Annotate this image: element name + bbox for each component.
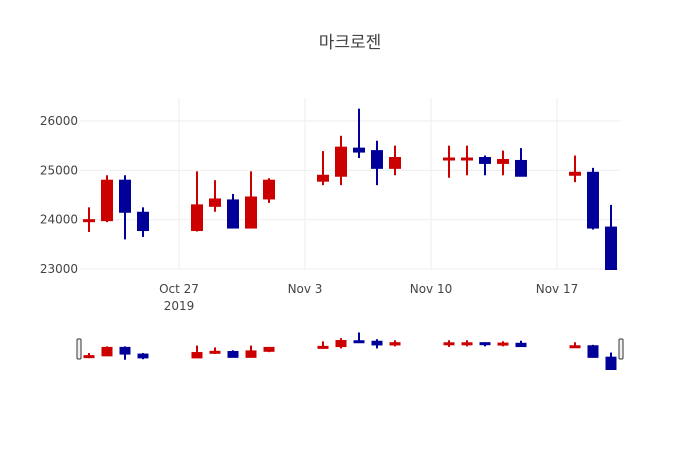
candle[interactable] [587, 167, 599, 230]
candle[interactable] [461, 145, 473, 176]
slider-candle [353, 332, 365, 344]
slider-candle [83, 353, 95, 359]
candle-body [371, 150, 383, 169]
candle-body [479, 157, 491, 164]
y-tick-label: 23000 [40, 262, 78, 276]
candle[interactable] [371, 140, 383, 186]
slider-candle [497, 341, 509, 347]
slider-candle [191, 345, 203, 359]
candle[interactable] [605, 204, 617, 286]
candle-body [461, 157, 473, 161]
candle-body [245, 196, 257, 229]
slider-candle [335, 338, 347, 349]
candle-body [263, 179, 275, 200]
candle-body [443, 157, 455, 161]
y-tick-label: 25000 [40, 163, 78, 177]
candle[interactable] [137, 207, 149, 237]
slider-candle [515, 340, 527, 348]
candle-body [137, 211, 149, 232]
slider-candle [587, 344, 599, 358]
candle[interactable] [209, 180, 221, 212]
range-slider-right-handle[interactable] [618, 338, 624, 360]
slider-candle [317, 341, 329, 349]
candle[interactable] [245, 171, 257, 229]
x-tick-label: Oct 27 [159, 282, 199, 296]
slider-candle [137, 353, 149, 360]
candle-body [317, 174, 329, 182]
x-tick-label: Nov 3 [288, 282, 323, 296]
range-slider-left-handle[interactable] [76, 338, 82, 360]
candle[interactable] [479, 155, 491, 176]
candle[interactable] [101, 175, 113, 223]
candle[interactable] [497, 150, 509, 176]
chart-title: 마크로젠 [318, 33, 382, 53]
candle[interactable] [353, 108, 365, 158]
candle[interactable] [389, 145, 401, 176]
candle-body [515, 159, 527, 177]
candle-body [191, 204, 203, 232]
candle[interactable] [191, 171, 203, 232]
x-tick-label: 2019 [164, 299, 195, 313]
slider-candle [389, 340, 401, 347]
candle[interactable] [443, 145, 455, 178]
y-axis: 23000 24000 25000 26000 [40, 114, 78, 276]
candle-body [83, 219, 95, 223]
candle[interactable] [335, 135, 347, 186]
slider-candle [605, 352, 617, 370]
slider-candle [263, 346, 275, 353]
candle-body [389, 157, 401, 169]
plot-area[interactable] [83, 108, 617, 287]
slider-candle [569, 342, 581, 349]
candle[interactable] [263, 178, 275, 203]
candle-body [119, 179, 131, 213]
slider-candle [119, 346, 131, 360]
candle-body [569, 171, 581, 176]
slider-candle [245, 345, 257, 358]
range-slider[interactable] [76, 332, 624, 370]
y-tick-label: 24000 [40, 213, 78, 227]
slider-candle [227, 350, 239, 358]
candle[interactable] [119, 175, 131, 240]
candle-body [497, 158, 509, 164]
slider-candle [479, 342, 491, 347]
x-tick-label: Nov 10 [410, 282, 453, 296]
candle-body [335, 146, 347, 177]
candle[interactable] [83, 207, 95, 232]
candle[interactable] [317, 151, 329, 186]
candle-body [605, 226, 617, 270]
slider-candle [209, 347, 221, 354]
x-tick-label: Nov 17 [536, 282, 579, 296]
candle-body [587, 171, 599, 229]
slider-candle [371, 339, 383, 349]
x-axis: Oct 27 2019 Nov 3 Nov 10 Nov 17 [159, 282, 578, 313]
grid-lines [80, 98, 620, 270]
candle-body [227, 199, 239, 229]
slider-candle [101, 346, 113, 357]
candle[interactable] [515, 148, 527, 177]
slider-candle [443, 340, 455, 347]
candle-body [209, 198, 221, 207]
candle[interactable] [227, 194, 239, 229]
candle-body [101, 179, 113, 222]
y-tick-label: 26000 [40, 114, 78, 128]
slider-candle [461, 340, 473, 347]
candle[interactable] [569, 155, 581, 183]
candle-body [353, 147, 365, 153]
